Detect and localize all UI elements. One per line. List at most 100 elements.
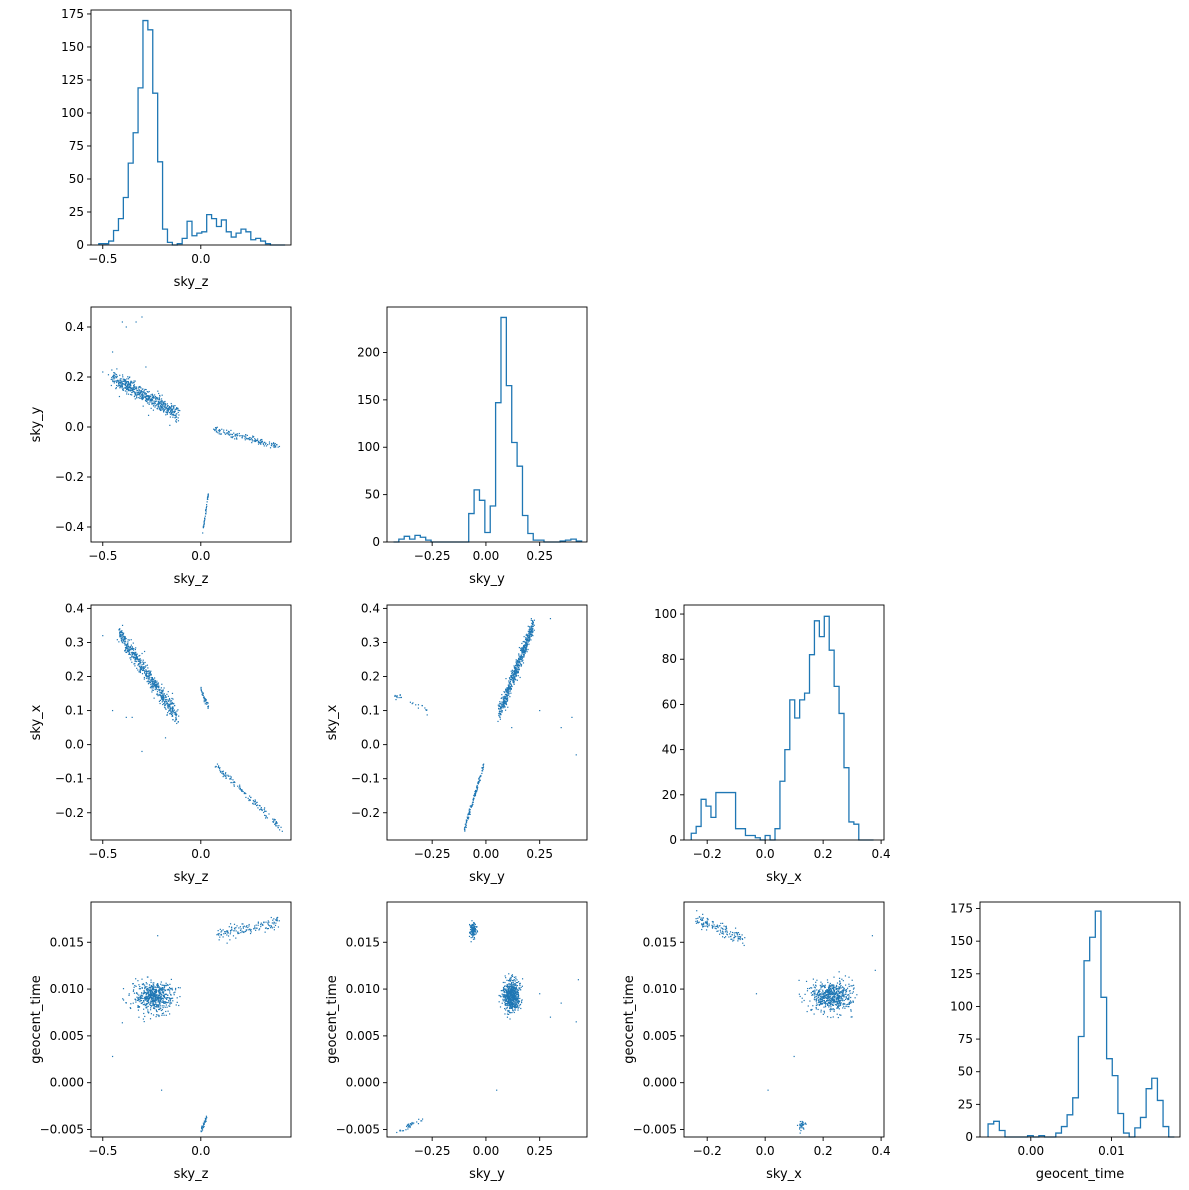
scatter-point (498, 705, 500, 708)
scatter-point (163, 986, 166, 988)
scatter-point (169, 992, 171, 994)
scatter-point (124, 641, 126, 643)
scatter-point (515, 984, 517, 987)
scatter-point (172, 411, 174, 413)
scatter-point (157, 995, 159, 997)
scatter-point (245, 926, 247, 928)
scatter-point (504, 985, 506, 987)
scatter-point (831, 994, 833, 996)
scatter-point (735, 935, 737, 938)
scatter-point (167, 408, 169, 410)
scatter-point (508, 1001, 510, 1003)
scatter-point (203, 523, 205, 525)
scatter-point (266, 928, 268, 930)
scatter-point (469, 931, 471, 934)
scatter-point (235, 930, 237, 932)
scatter-point (508, 983, 510, 985)
scatter-point (111, 376, 113, 379)
scatter-point (156, 407, 158, 410)
scatter-point (175, 408, 177, 411)
scatter-point (850, 1001, 852, 1003)
scatter-point (823, 997, 826, 999)
scatter-point (252, 799, 254, 802)
scatter-point (473, 794, 475, 796)
scatter-point (140, 669, 143, 671)
scatter-point (823, 995, 826, 997)
y-tick-label: 0.000 (643, 1076, 677, 1090)
scatter-point (127, 388, 130, 391)
scatter-point (170, 988, 173, 990)
scatter-point (516, 660, 518, 662)
scatter-point (801, 997, 803, 999)
y-tick-label: 50 (69, 172, 84, 186)
scatter-point (167, 411, 169, 413)
scatter-point (821, 995, 823, 997)
scatter-point (273, 819, 275, 821)
scatter-point (161, 1013, 163, 1015)
scatter-point (163, 706, 166, 708)
scatter-point (122, 632, 125, 634)
scatter-point (837, 994, 839, 996)
scatter-point (516, 985, 519, 987)
scatter-point (839, 1000, 841, 1002)
scatter-point (241, 789, 243, 791)
y-tick-label: −0.2 (351, 806, 380, 820)
scatter-point (120, 639, 123, 642)
scatter-point (161, 990, 164, 992)
scatter-point (160, 1007, 162, 1009)
scatter-point (506, 1000, 508, 1002)
scatter-point (513, 666, 516, 668)
scatter-point (409, 1126, 411, 1128)
scatter-point (124, 383, 127, 385)
scatter-point (241, 437, 243, 439)
scatter-point (830, 993, 833, 995)
scatter-point (837, 1016, 839, 1019)
scatter-point (502, 988, 505, 991)
scatter-point (506, 689, 508, 692)
scatter-point (244, 435, 246, 437)
axes-frame (90, 9, 292, 246)
scatter-point (802, 1121, 804, 1123)
scatter-point (840, 999, 842, 1001)
scatter-point (849, 990, 851, 992)
scatter-point (165, 407, 168, 409)
scatter-point (525, 636, 527, 639)
scatter-point (134, 653, 137, 655)
scatter-point (831, 1002, 833, 1004)
scatter-point (513, 683, 515, 685)
scatter-point (161, 997, 163, 1000)
scatter-point (498, 715, 500, 717)
scatter-point (408, 1124, 410, 1126)
scatter-point (227, 430, 230, 433)
scatter-point (122, 988, 125, 990)
scatter-points (111, 916, 280, 1133)
scatter-point (503, 705, 505, 707)
scatter-point (149, 996, 152, 998)
y-tick-label: 150 (61, 40, 84, 54)
scatter-point (176, 408, 178, 410)
scatter-point (112, 380, 114, 382)
scatter-point (126, 385, 129, 387)
scatter-point (525, 645, 527, 647)
scatter-point (831, 993, 833, 995)
scatter-point (154, 1007, 156, 1010)
scatter-point (143, 997, 145, 1000)
scatter-point (171, 409, 173, 411)
scatter-point (521, 648, 523, 650)
scatter-point (497, 704, 499, 706)
scatter-point (172, 708, 174, 711)
scatter-point (143, 1003, 146, 1005)
scatter-point (149, 681, 151, 683)
scatter-point (201, 1130, 203, 1132)
scatter-point (509, 680, 512, 683)
scatter-point (230, 436, 232, 438)
scatter-point (258, 440, 260, 442)
scatter-point (261, 438, 263, 441)
scatter-point (155, 1014, 158, 1016)
scatter-point (508, 1004, 510, 1007)
scatter-point (504, 695, 506, 697)
scatter-point (141, 667, 143, 670)
scatter-point (153, 1004, 155, 1006)
scatter-point (512, 997, 514, 999)
scatter-point (151, 402, 154, 404)
